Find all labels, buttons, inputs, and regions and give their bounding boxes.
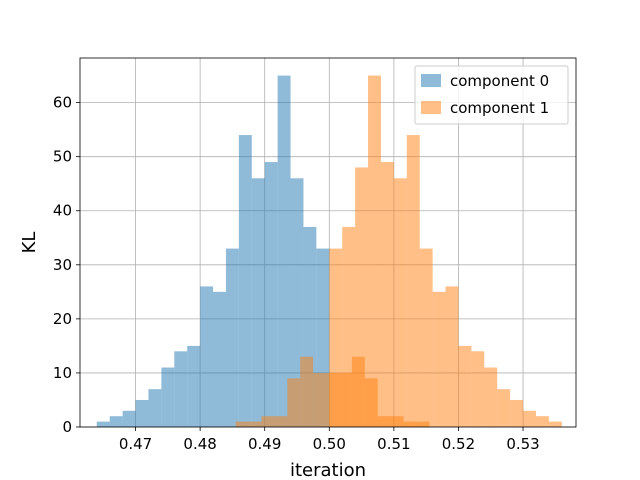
y-tick-label: 30: [53, 256, 72, 274]
legend: component 0 component 1: [414, 65, 569, 125]
histogram-bar: [274, 416, 288, 427]
x-tick-label: 0.48: [183, 435, 216, 453]
y-axis-label: KL: [19, 232, 40, 254]
histogram-bar: [238, 135, 252, 428]
histogram-bar: [548, 421, 562, 427]
histogram-bar: [406, 135, 420, 428]
histogram-bar: [393, 178, 407, 427]
histogram-bars: [96, 75, 562, 428]
histogram-bar: [261, 416, 275, 427]
legend-label: component 0: [450, 72, 549, 90]
y-tick-label: 50: [53, 148, 72, 166]
y-tick-label: 60: [53, 94, 72, 112]
x-axis-ticks: 0.47 0.48 0.49 0.50 0.51 0.52 0.53: [119, 427, 540, 453]
histogram-bar: [264, 162, 278, 428]
y-axis-ticks: 0 10 20 30 40 50 60: [53, 94, 80, 436]
histogram-bar: [187, 345, 201, 427]
histogram-bar: [458, 345, 472, 427]
x-tick-label: 0.51: [377, 435, 410, 453]
x-tick-label: 0.49: [248, 435, 281, 453]
histogram-bar: [419, 248, 433, 427]
histogram-bar: [342, 226, 356, 427]
y-tick-label: 20: [53, 310, 72, 328]
histogram-bar: [135, 399, 149, 427]
histogram-bar: [251, 178, 265, 427]
histogram-bar: [300, 356, 314, 427]
histogram-bar: [174, 351, 188, 427]
histogram-bar: [277, 75, 291, 428]
y-tick-label: 10: [53, 364, 72, 382]
y-tick-label: 0: [62, 418, 72, 436]
histogram-bar: [248, 421, 262, 427]
histogram-bar: [225, 248, 239, 427]
x-tick-label: 0.53: [506, 435, 539, 453]
histogram-bar: [380, 162, 394, 428]
legend-swatch: [421, 74, 441, 87]
plot-frame: [79, 57, 577, 428]
x-tick-label: 0.47: [119, 435, 152, 453]
histogram-bar: [510, 399, 524, 427]
histogram-bar: [471, 351, 485, 427]
histogram-bar: [432, 291, 446, 427]
histogram-bar: [523, 410, 536, 427]
histogram-bar: [213, 291, 226, 427]
histogram-bar: [535, 416, 549, 427]
histogram-bar: [235, 421, 249, 427]
histogram-bar: [329, 248, 343, 427]
legend-label: component 1: [450, 99, 549, 117]
histogram-bar: [96, 421, 110, 427]
histogram-bar: [200, 286, 214, 427]
histogram-bar: [313, 372, 327, 427]
histogram-bar: [484, 367, 498, 427]
x-tick-label: 0.50: [313, 435, 346, 453]
legend-swatch: [421, 101, 441, 114]
y-tick-label: 40: [53, 202, 72, 220]
legend-box: [414, 65, 569, 125]
histogram-bar: [287, 378, 301, 427]
histogram-bar: [445, 286, 459, 427]
histogram-bar: [148, 389, 162, 427]
histogram-bar: [161, 367, 175, 427]
histogram-bar: [109, 416, 123, 427]
x-tick-label: 0.52: [442, 435, 475, 453]
histogram-bar: [122, 410, 136, 427]
histogram-bar: [368, 75, 381, 428]
histogram-bar: [497, 389, 511, 427]
x-axis-label: iteration: [290, 460, 366, 480]
histogram-bar: [355, 167, 369, 427]
